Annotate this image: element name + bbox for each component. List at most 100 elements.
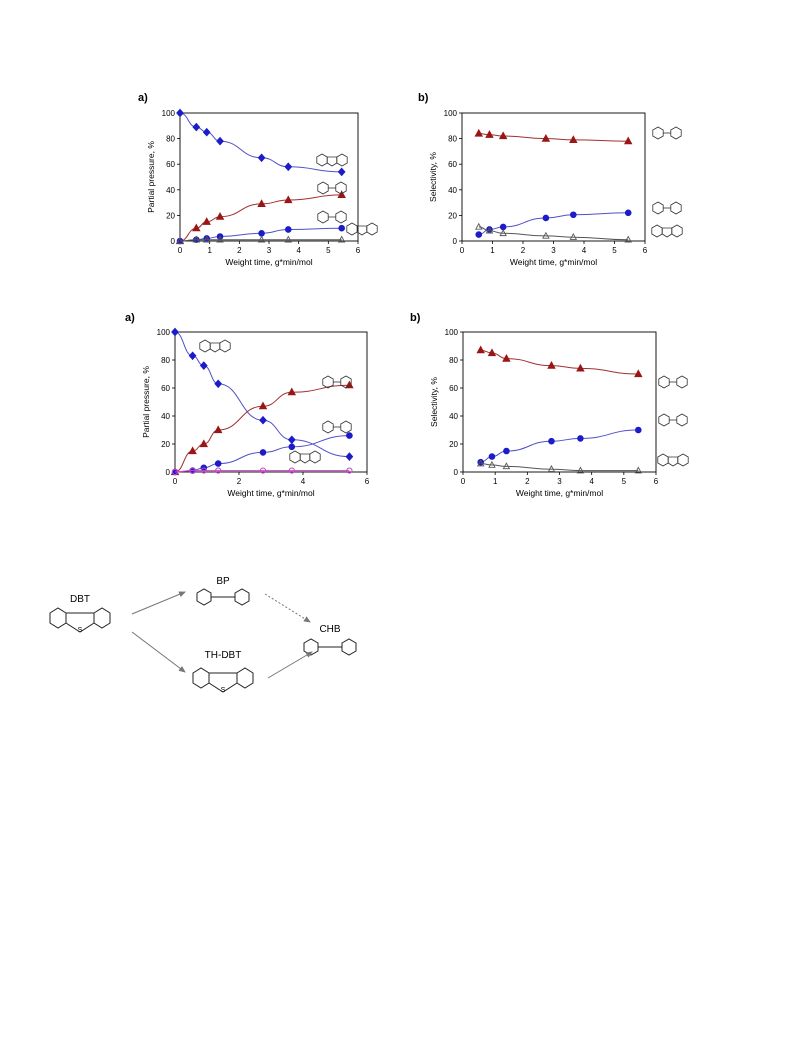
- y-tick-label: 80: [448, 135, 457, 144]
- data-point: [215, 467, 222, 474]
- data-point: [284, 162, 293, 172]
- x-tick-label: 2: [521, 246, 526, 255]
- panel-label: a): [125, 312, 135, 324]
- y-tick-label: 40: [161, 412, 170, 421]
- series-line: [480, 429, 639, 463]
- tetrahydrodibenzothiophene-icon: [346, 222, 378, 236]
- x-tick-label: 1: [490, 246, 495, 255]
- y-tick-label: 20: [449, 440, 458, 449]
- data-point: [547, 360, 556, 369]
- dbt-structure-icon: S: [49, 607, 111, 634]
- series-line: [478, 226, 629, 241]
- series-line: [179, 239, 342, 242]
- data-point: [216, 136, 224, 146]
- chart-panel-3: a) 0 2 4 6 0 20 40 60 80 100 Weight time, g*min/mo…: [120, 310, 370, 510]
- series-line: [480, 349, 639, 375]
- data-point: [288, 443, 296, 451]
- biphenyl-icon: [658, 375, 688, 389]
- y-tick-label: 80: [166, 135, 175, 144]
- tetrahydrodibenzothiophene-icon: [651, 224, 683, 238]
- data-point: [346, 467, 353, 474]
- data-point: [345, 452, 354, 461]
- data-point: [214, 460, 222, 467]
- x-tick-label: 0: [178, 246, 183, 255]
- y-tick-label: 20: [448, 211, 457, 220]
- sulfur-atom-label: S: [221, 687, 226, 694]
- y-tick-label: 60: [448, 160, 457, 169]
- y-tick-label: 0: [453, 237, 458, 246]
- bp-structure-icon: [196, 588, 250, 606]
- data-point: [635, 426, 642, 434]
- panel-label: b): [410, 312, 421, 324]
- data-point: [338, 224, 345, 232]
- y-tick-label: 20: [161, 440, 170, 449]
- y-tick-label: 20: [166, 211, 175, 220]
- data-point: [288, 467, 295, 474]
- y-tick-label: 100: [157, 328, 171, 337]
- data-point: [542, 214, 550, 222]
- y-tick-label: 40: [448, 186, 457, 195]
- data-point: [569, 135, 578, 143]
- data-point: [259, 449, 267, 456]
- data-point: [216, 235, 224, 243]
- cyclohexylbenzene-icon: [322, 420, 352, 434]
- x-tick-label: 5: [622, 477, 627, 486]
- data-point: [202, 235, 211, 243]
- cyclohexylbenzene-icon: [317, 210, 347, 224]
- y-tick-label: 0: [171, 237, 176, 246]
- x-axis-title: Weight time, g*min/mol: [225, 257, 312, 267]
- data-point: [576, 466, 585, 474]
- y-tick-label: 0: [166, 468, 171, 477]
- data-point: [476, 459, 485, 467]
- data-point: [485, 130, 494, 138]
- x-tick-label: 4: [589, 477, 594, 486]
- data-point: [215, 212, 225, 220]
- x-tick-label: 6: [365, 477, 370, 486]
- y-tick-label: 80: [449, 356, 458, 365]
- arrow-dbt-thdbt: [131, 631, 186, 673]
- data-point: [199, 439, 209, 448]
- x-axis-title: Weight time, g*min/mol: [516, 488, 603, 498]
- y-axis-title: Partial pressure, %: [146, 141, 156, 213]
- y-tick-label: 80: [161, 356, 170, 365]
- panel-label: b): [418, 92, 429, 104]
- data-point: [475, 231, 483, 238]
- y-tick-label: 0: [454, 468, 459, 477]
- y-axis-title: Selectivity, %: [428, 152, 438, 202]
- x-tick-label: 4: [582, 246, 587, 255]
- data-point: [488, 460, 496, 468]
- series-line: [174, 470, 350, 473]
- data-point: [213, 425, 223, 434]
- data-point: [499, 229, 507, 237]
- series-line: [478, 212, 629, 236]
- data-point: [176, 236, 184, 244]
- x-tick-label: 1: [493, 477, 498, 486]
- dibenzothiophene-icon: [316, 153, 348, 167]
- data-point: [576, 363, 585, 372]
- chb-label: CHB: [319, 624, 340, 635]
- thdbt-structure-icon: S: [192, 667, 254, 694]
- tetrahydrodibenzothiophene-icon: [289, 450, 321, 464]
- data-point: [188, 446, 197, 455]
- data-point: [259, 415, 267, 425]
- x-tick-label: 2: [237, 477, 242, 486]
- data-point: [171, 327, 179, 337]
- x-tick-label: 5: [612, 246, 617, 255]
- arrow-bp-chb: [264, 593, 311, 623]
- data-point: [503, 447, 510, 455]
- data-point: [570, 211, 577, 219]
- thdbt-label: TH-DBT: [205, 650, 242, 661]
- data-point: [287, 387, 297, 396]
- data-point: [346, 432, 353, 439]
- chart-panel-1: a) 0 1 2 3 4 5 6 0 20 40 60 80 100 Weight time, g*min…: [130, 88, 378, 278]
- data-point: [337, 167, 346, 177]
- data-point: [192, 223, 201, 232]
- bp-label: BP: [216, 576, 230, 587]
- data-point: [624, 235, 632, 243]
- x-tick-label: 0: [173, 477, 178, 486]
- data-point: [502, 353, 511, 362]
- y-tick-label: 60: [161, 384, 170, 393]
- data-point: [474, 128, 484, 137]
- data-point: [345, 380, 354, 389]
